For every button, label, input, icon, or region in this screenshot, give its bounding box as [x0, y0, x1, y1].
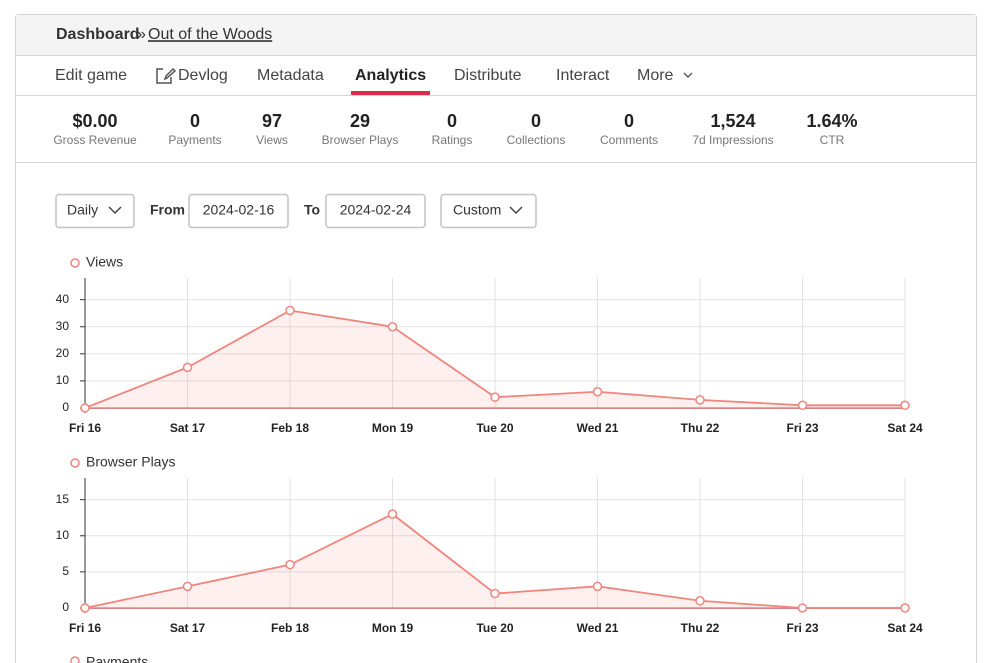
x-tick-label: Wed 21 [577, 621, 619, 635]
y-tick-label: 0 [62, 400, 69, 414]
stat-value: 0 [624, 111, 634, 131]
x-tick-label: Thu 22 [681, 621, 720, 635]
interval-value: Daily [67, 202, 98, 218]
x-tick-label: Fri 16 [69, 621, 101, 635]
x-tick-label: Thu 22 [681, 421, 720, 435]
stat-label: CTR [820, 133, 845, 147]
breadcrumb-game[interactable]: Out of the Woods [148, 26, 272, 43]
stat-label: Payments [168, 133, 221, 147]
x-tick-label: Sat 24 [887, 621, 923, 635]
stat-value: 1,524 [710, 111, 755, 131]
point [592, 387, 603, 397]
y-tick-label: 10 [56, 528, 70, 542]
range-value: Custom [453, 202, 501, 218]
stat-label: Gross Revenue [53, 133, 137, 147]
point [695, 596, 705, 606]
legend-marker [70, 656, 80, 663]
stat-value: 0 [190, 111, 200, 131]
stat-label: Comments [600, 133, 658, 147]
from-input[interactable] [188, 193, 289, 229]
y-tick-label: 15 [56, 492, 70, 506]
tab[interactable]: Interact [556, 67, 610, 84]
point [285, 559, 295, 570]
x-tick-label: Tue 20 [476, 621, 513, 635]
x-tick-label: Fri 23 [786, 421, 818, 435]
stat-value: $0.00 [72, 111, 117, 131]
range-select[interactable] [440, 193, 537, 229]
stat-value: 29 [350, 111, 370, 131]
tab[interactable]: More [637, 67, 674, 84]
y-tick-label: 5 [62, 564, 69, 578]
x-tick-label: Sat 17 [170, 421, 206, 435]
legend-marker [70, 258, 80, 268]
y-tick-label: 40 [56, 292, 70, 306]
stat-value: 97 [262, 111, 282, 131]
tab[interactable]: Distribute [454, 67, 522, 84]
area [85, 310, 905, 408]
stat-value: 1.64% [806, 111, 857, 131]
from-label: From [150, 202, 185, 218]
tab[interactable]: Metadata [257, 67, 324, 84]
x-tick-label: Sat 24 [887, 421, 923, 435]
controls [55, 193, 537, 229]
point [182, 362, 193, 373]
x-tick-label: Mon 19 [372, 421, 414, 435]
stat-label: Ratings [432, 133, 473, 147]
point [387, 322, 398, 332]
point [387, 509, 398, 519]
point [182, 581, 193, 592]
select-chevrons [108, 206, 523, 215]
panel [15, 14, 977, 663]
y-tick-label: 10 [56, 373, 70, 387]
y-tick-label: 30 [56, 319, 70, 333]
point [592, 581, 603, 592]
from-value: 2024-02-16 [203, 202, 275, 218]
stat-value: 0 [531, 111, 541, 131]
point [695, 395, 705, 405]
x-tick-label: Fri 16 [69, 421, 101, 435]
legend-marker [70, 458, 80, 468]
tab[interactable]: Edit game [55, 67, 127, 84]
x-tick-label: Feb 18 [271, 421, 309, 435]
active-tab-underline [351, 91, 430, 95]
stat-label: Views [256, 133, 288, 147]
x-tick-label: Feb 18 [271, 621, 309, 635]
devlog-icon [156, 67, 177, 84]
to-label: To [304, 202, 320, 218]
y-tick-label: 20 [56, 346, 70, 360]
interval-select[interactable] [55, 193, 135, 229]
legend-label: Browser Plays [86, 454, 175, 470]
point [80, 603, 90, 613]
point [797, 400, 808, 411]
more-chevron [683, 72, 693, 78]
next-section-title: Payments [86, 654, 148, 663]
area [85, 514, 905, 608]
header-bar [16, 15, 976, 55]
stat-label: Collections [507, 133, 566, 147]
stat-label: Browser Plays [322, 133, 399, 147]
stat-value: 0 [447, 111, 457, 131]
point [490, 588, 500, 599]
to-value: 2024-02-24 [340, 202, 412, 218]
legend-label: Views [86, 254, 123, 270]
x-tick-label: Sat 17 [170, 621, 206, 635]
point [900, 603, 910, 613]
point [80, 403, 90, 413]
x-tick-label: Mon 19 [372, 621, 414, 635]
point [797, 603, 808, 613]
point [285, 305, 295, 316]
tab[interactable]: Analytics [355, 67, 426, 84]
point [900, 400, 910, 411]
tab[interactable]: Devlog [178, 67, 228, 84]
x-tick-label: Wed 21 [577, 421, 619, 435]
x-tick-label: Tue 20 [476, 421, 513, 435]
y-tick-label: 0 [62, 600, 69, 614]
breadcrumb-root[interactable]: Dashboard [56, 26, 140, 43]
x-tick-label: Fri 23 [786, 621, 818, 635]
point [490, 392, 500, 402]
breadcrumb-separator: » [137, 26, 146, 43]
to-input[interactable] [325, 193, 426, 229]
stat-label: 7d Impressions [692, 133, 773, 147]
